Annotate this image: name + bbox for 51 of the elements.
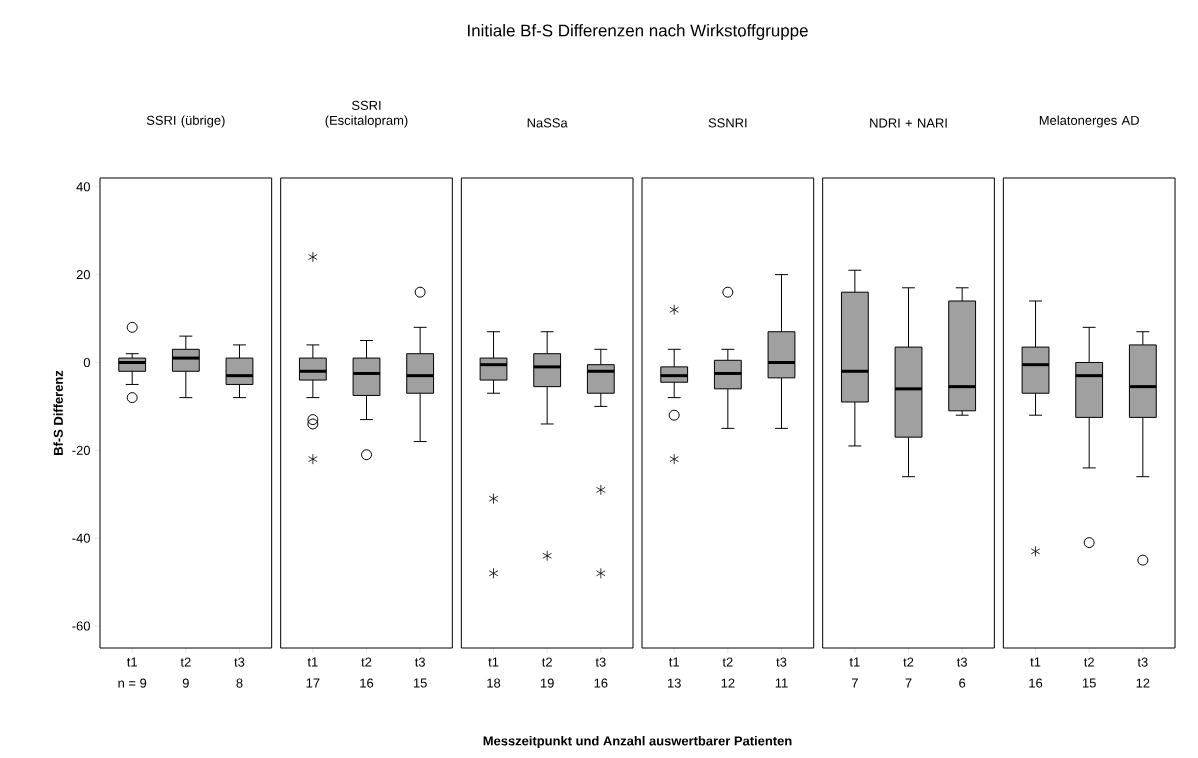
x-tick-label: t2 <box>722 657 733 667</box>
x-tick-label: t2 <box>1083 657 1094 667</box>
text: 9 <box>182 678 189 688</box>
chart-title: SSRI (übrige) <box>146 115 225 128</box>
y-tick-label: 0 <box>83 357 90 368</box>
x-tick-label: t3 <box>1137 657 1148 667</box>
chart-title: SSNRI <box>708 118 747 128</box>
chart-title: SSRI (Escitalopram) <box>325 100 408 128</box>
text: 7 <box>905 678 912 688</box>
text: 11 <box>775 678 788 688</box>
x-tick-label: t3 <box>776 657 787 667</box>
x-tick-label: t2 <box>361 657 372 667</box>
x-tick-label: t2 <box>903 657 914 667</box>
y-tick-label: -20 <box>72 445 90 455</box>
x-tick-label: t1 <box>1030 657 1041 667</box>
text: 6 <box>959 678 966 688</box>
y-tick-label: 40 <box>76 182 90 192</box>
x-tick-label: t1 <box>126 657 137 667</box>
text: Messzeitpunkt und Anzahl auswertbarer Patienten <box>483 735 792 749</box>
text: 16 <box>1029 678 1043 688</box>
x-tick-label: t1 <box>488 657 499 667</box>
chart-title: NaSSa <box>527 118 568 128</box>
text: 19 <box>540 678 554 688</box>
text: n = 9 <box>118 678 147 688</box>
text: 18 <box>487 678 501 688</box>
text: 12 <box>1136 678 1150 688</box>
x-tick-label: t2 <box>180 657 191 667</box>
chart-title: NDRI + NARI <box>870 118 947 128</box>
chart-title: Melatonerges AD <box>1039 115 1139 128</box>
x-tick-label: t1 <box>669 657 679 667</box>
x-tick-label: t1 <box>849 657 860 667</box>
text: 7 <box>851 678 858 688</box>
text: 8 <box>236 678 243 688</box>
text: 16 <box>594 678 608 688</box>
x-tick-label: t3 <box>234 657 245 667</box>
y-tick-label: 20 <box>76 270 90 280</box>
text: 15 <box>413 678 427 688</box>
y-axis-title: Bf-S Differenz <box>53 370 63 455</box>
text: 16 <box>360 678 374 688</box>
x-tick-label: t3 <box>595 657 606 667</box>
x-tick-label: t3 <box>956 657 967 667</box>
text: 17 <box>306 678 320 688</box>
x-tick-label: t2 <box>541 657 552 667</box>
text: Initiale Bf-S Differenzen nach Wirkstoffgruppe <box>468 24 808 40</box>
x-tick-label: t3 <box>414 657 425 667</box>
text: 12 <box>721 678 735 688</box>
x-tick-label: t1 <box>307 657 318 667</box>
text: 15 <box>1082 678 1096 688</box>
text: 13 <box>667 678 681 688</box>
y-tick-label: -40 <box>72 533 90 543</box>
y-tick-label: -60 <box>72 621 90 631</box>
